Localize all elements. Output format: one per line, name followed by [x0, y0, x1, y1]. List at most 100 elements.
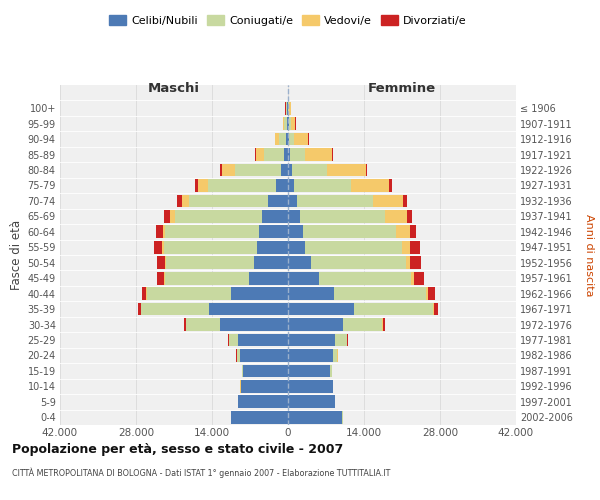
Bar [402, 241, 410, 254]
Bar [147, 288, 231, 300]
Bar [156, 226, 163, 238]
Bar [319, 272, 411, 284]
Bar [175, 210, 262, 222]
Bar [290, 148, 305, 161]
Bar [354, 303, 433, 316]
Bar [283, 118, 284, 130]
Bar [288, 118, 289, 130]
Bar [276, 179, 288, 192]
Bar [164, 272, 165, 284]
Bar [288, 349, 333, 362]
Bar [334, 288, 427, 300]
Bar [407, 210, 412, 222]
Bar [265, 148, 284, 161]
Bar [208, 179, 276, 192]
Bar [284, 148, 288, 161]
Bar [164, 210, 170, 222]
Bar [292, 164, 327, 176]
Bar [389, 179, 392, 192]
Bar [257, 241, 288, 254]
Bar [162, 241, 164, 254]
Text: Femmine: Femmine [368, 82, 436, 95]
Bar [288, 133, 289, 145]
Bar [244, 364, 288, 377]
Bar [300, 210, 385, 222]
Bar [220, 318, 288, 331]
Bar [154, 241, 162, 254]
Bar [157, 256, 166, 269]
Bar [255, 148, 256, 161]
Bar [259, 226, 288, 238]
Bar [138, 303, 141, 316]
Text: Maschi: Maschi [148, 82, 200, 95]
Bar [288, 256, 311, 269]
Bar [373, 194, 403, 207]
Bar [289, 118, 290, 130]
Bar [189, 194, 268, 207]
Bar [262, 210, 288, 222]
Bar [288, 411, 342, 424]
Bar [170, 210, 175, 222]
Bar [238, 334, 288, 346]
Bar [177, 194, 182, 207]
Bar [410, 226, 416, 238]
Bar [286, 102, 287, 115]
Bar [289, 102, 291, 115]
Bar [288, 226, 302, 238]
Bar [290, 118, 295, 130]
Bar [249, 272, 288, 284]
Bar [406, 256, 410, 269]
Bar [396, 226, 410, 238]
Bar [241, 380, 288, 392]
Bar [288, 194, 297, 207]
Bar [333, 349, 337, 362]
Bar [411, 272, 414, 284]
Bar [288, 272, 319, 284]
Bar [327, 164, 366, 176]
Bar [288, 380, 332, 392]
Bar [297, 194, 373, 207]
Bar [164, 241, 257, 254]
Bar [288, 396, 335, 408]
Bar [305, 241, 402, 254]
Bar [403, 194, 407, 207]
Bar [385, 210, 407, 222]
Bar [254, 256, 288, 269]
Bar [288, 179, 294, 192]
Bar [198, 179, 208, 192]
Bar [278, 133, 286, 145]
Bar [184, 318, 186, 331]
Bar [231, 411, 288, 424]
Bar [187, 318, 220, 331]
Bar [242, 364, 244, 377]
Y-axis label: Fasce di età: Fasce di età [10, 220, 23, 290]
Bar [410, 241, 420, 254]
Bar [163, 226, 166, 238]
Bar [166, 226, 259, 238]
Bar [288, 288, 334, 300]
Bar [410, 256, 421, 269]
Bar [351, 179, 389, 192]
Bar [286, 133, 288, 145]
Legend: Celibi/Nubili, Coniugati/e, Vedovi/e, Divorziati/e: Celibi/Nubili, Coniugati/e, Vedovi/e, Di… [105, 10, 471, 30]
Bar [366, 164, 367, 176]
Bar [294, 179, 351, 192]
Bar [209, 303, 288, 316]
Bar [305, 148, 332, 161]
Bar [428, 288, 434, 300]
Bar [157, 272, 164, 284]
Bar [142, 303, 209, 316]
Bar [294, 133, 308, 145]
Bar [182, 194, 189, 207]
Bar [228, 334, 229, 346]
Text: Popolazione per età, sesso e stato civile - 2007: Popolazione per età, sesso e stato civil… [12, 442, 343, 456]
Bar [289, 133, 294, 145]
Bar [311, 256, 406, 269]
Bar [231, 288, 288, 300]
Bar [287, 118, 288, 130]
Bar [433, 303, 434, 316]
Bar [238, 396, 288, 408]
Bar [288, 241, 305, 254]
Text: CITTÀ METROPOLITANA DI BOLOGNA - Dati ISTAT 1° gennaio 2007 - Elaborazione TUTTI: CITTÀ METROPOLITANA DI BOLOGNA - Dati IS… [12, 468, 391, 478]
Bar [414, 272, 424, 284]
